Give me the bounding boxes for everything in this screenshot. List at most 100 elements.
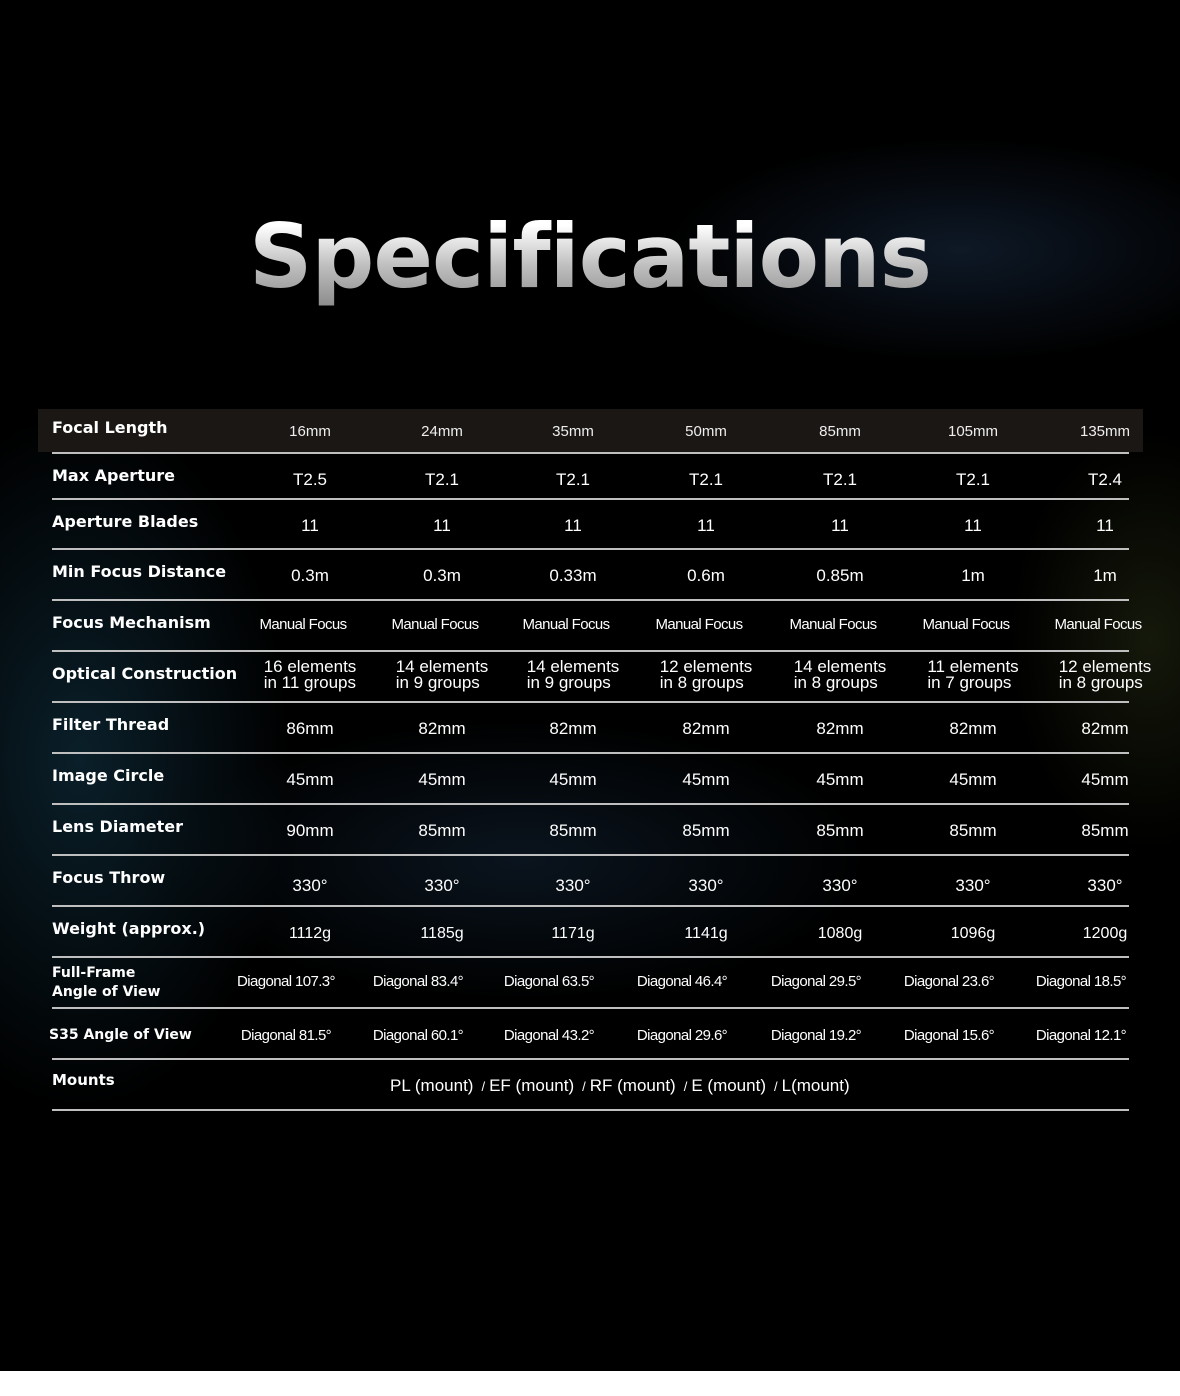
spec-cell: 330° xyxy=(822,876,858,895)
focal-length-cell: 35mm xyxy=(552,423,594,440)
spec-cell: T2.1 xyxy=(555,470,591,489)
spec-cell: 14 elements in 8 groups xyxy=(793,657,887,692)
spec-cell: 82mm xyxy=(949,719,997,738)
spec-cell: 16 elements in 11 groups xyxy=(263,657,357,692)
bottom-strip xyxy=(0,1371,1180,1396)
spec-cell: Diagonal 43.2° xyxy=(503,1027,595,1044)
spec-cell: 330° xyxy=(955,876,991,895)
spec-cell: Diagonal 29.6° xyxy=(636,1027,728,1044)
row-divider xyxy=(52,548,1129,550)
spec-cell: 14 elements in 9 groups xyxy=(526,657,620,692)
spec-cell: 330° xyxy=(688,876,724,895)
mounts-list: PL (mount) / EF (mount) / RF (mount) / E (moun… xyxy=(390,1076,854,1096)
spec-cell: 0.33m xyxy=(549,566,597,585)
spec-cell: 1096g xyxy=(950,925,996,942)
spec-cell: 330° xyxy=(424,876,460,895)
spec-cell: 85mm xyxy=(418,821,466,840)
row-divider xyxy=(52,1058,1129,1060)
focal-length-cell: 16mm xyxy=(289,423,331,440)
row-label: Lens Diameter xyxy=(52,817,184,836)
row-divider xyxy=(52,1007,1129,1009)
row-label: Image Circle xyxy=(52,766,165,785)
spec-cell: 11 xyxy=(697,516,715,535)
mount-item: EF (mount) xyxy=(489,1076,575,1095)
spec-cell: T2.1 xyxy=(822,470,858,489)
row-label: Focus Mechanism xyxy=(52,613,211,632)
spec-cell: 11 elements in 7 groups xyxy=(927,657,1019,692)
row-label: Weight (approx.) xyxy=(52,919,206,938)
spec-cell: 1141g xyxy=(684,925,728,942)
mount-separator: / xyxy=(481,1079,486,1094)
row-divider xyxy=(52,498,1129,500)
row-divider xyxy=(52,1109,1129,1111)
row-divider xyxy=(52,452,1129,454)
spec-cell: 45mm xyxy=(1081,770,1129,789)
spec-cell: 85mm xyxy=(549,821,597,840)
spec-cell: 90mm xyxy=(286,821,334,840)
spec-cell: 82mm xyxy=(682,719,730,738)
spec-cell: Manual Focus xyxy=(655,616,743,633)
mount-item: L(mount) xyxy=(781,1076,850,1095)
row-label: Filter Thread xyxy=(52,715,170,734)
spec-cell: 1171g xyxy=(551,925,595,942)
spec-cell: 85mm xyxy=(949,821,997,840)
row-divider xyxy=(52,752,1129,754)
spec-cell: 330° xyxy=(292,876,328,895)
spec-cell: 0.3m xyxy=(423,566,461,585)
spec-cell: Manual Focus xyxy=(1054,616,1142,633)
spec-cell: 82mm xyxy=(1081,719,1129,738)
row-divider xyxy=(52,905,1129,907)
spec-cell: T2.1 xyxy=(424,470,460,489)
spec-cell: Diagonal 63.5° xyxy=(503,973,595,990)
row-divider xyxy=(52,854,1129,856)
row-label: Optical Construction xyxy=(52,664,238,683)
spec-cell: 1112g xyxy=(288,925,332,942)
spec-cell: 82mm xyxy=(418,719,466,738)
mount-separator: / xyxy=(683,1079,688,1094)
spec-cell: Manual Focus xyxy=(391,616,479,633)
spec-cell: 0.3m xyxy=(291,566,329,585)
spec-cell: 11 xyxy=(831,516,849,535)
header-label: Focal Length xyxy=(52,418,168,437)
spec-cell: 330° xyxy=(1087,876,1123,895)
focal-length-cell: 85mm xyxy=(819,423,861,440)
spec-cell: Diagonal 46.4° xyxy=(636,973,728,990)
page-title: Specifications xyxy=(0,205,1180,308)
row-label: Focus Throw xyxy=(52,868,166,887)
spec-cell: 85mm xyxy=(1081,821,1129,840)
row-divider xyxy=(52,803,1129,805)
spec-cell: 1m xyxy=(961,566,985,585)
spec-cell: Diagonal 60.1° xyxy=(372,1027,464,1044)
row-label: S35 Angle of View xyxy=(49,1027,192,1043)
spec-cell: T2.5 xyxy=(292,470,328,489)
spec-cell: Diagonal 19.2° xyxy=(770,1027,862,1044)
spec-cell: 45mm xyxy=(286,770,334,789)
spec-cell: Manual Focus xyxy=(789,616,877,633)
spec-cell: 82mm xyxy=(816,719,864,738)
spec-cell: Manual Focus xyxy=(522,616,610,633)
spec-cell: 12 elements in 8 groups xyxy=(659,657,753,692)
row-label: Full-Frame Angle of View xyxy=(52,965,161,1000)
spec-cell: 11 xyxy=(433,516,451,535)
mount-separator: / xyxy=(582,1079,586,1094)
spec-cell: 11 xyxy=(564,516,582,535)
mounts-label: Mounts xyxy=(52,1071,115,1089)
spec-cell: 11 xyxy=(964,516,982,535)
focal-length-cell: 24mm xyxy=(421,423,463,440)
row-label: Aperture Blades xyxy=(52,512,199,531)
focal-length-cell: 105mm xyxy=(947,423,999,440)
spec-cell: T2.4 xyxy=(1087,470,1123,489)
spec-cell: Diagonal 29.5° xyxy=(770,973,862,990)
spec-cell: 45mm xyxy=(816,770,864,789)
focal-length-cell: 135mm xyxy=(1079,423,1131,440)
spec-cell: 1080g xyxy=(817,925,863,942)
spec-cell: 11 xyxy=(301,516,319,535)
spec-cell: Diagonal 18.5° xyxy=(1035,973,1127,990)
row-divider xyxy=(52,650,1129,652)
spec-cell: T2.1 xyxy=(688,470,724,489)
mount-separator: / xyxy=(773,1079,778,1094)
spec-cell: 1m xyxy=(1093,566,1117,585)
spec-cell: 1185g xyxy=(420,925,464,942)
spec-cell: Diagonal 107.3° xyxy=(237,973,336,990)
